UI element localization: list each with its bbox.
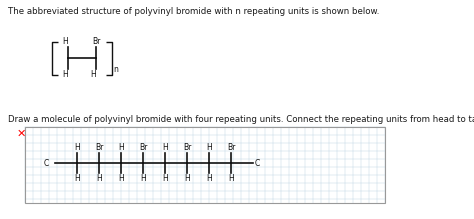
Text: H: H [62, 37, 68, 46]
Text: H: H [228, 174, 234, 183]
Text: H: H [162, 143, 168, 152]
Text: H: H [118, 174, 124, 183]
Text: H: H [118, 143, 124, 152]
Text: Draw a molecule of polyvinyl bromide with four repeating units. Connect the repe: Draw a molecule of polyvinyl bromide wit… [8, 115, 474, 124]
Text: H: H [74, 143, 80, 152]
Text: C: C [44, 159, 49, 168]
Text: H: H [162, 174, 168, 183]
Text: H: H [62, 70, 68, 79]
Text: H: H [74, 174, 80, 183]
Text: H: H [140, 174, 146, 183]
Text: H: H [96, 174, 102, 183]
Text: Br: Br [95, 143, 103, 152]
Text: The abbreviated structure of polyvinyl bromide with n repeating units is shown b: The abbreviated structure of polyvinyl b… [8, 7, 379, 16]
Text: Br: Br [227, 143, 235, 152]
Text: H: H [206, 143, 212, 152]
Text: H: H [206, 174, 212, 183]
Text: Br: Br [139, 143, 147, 152]
Text: H: H [184, 174, 190, 183]
Text: H: H [90, 70, 96, 79]
Text: ✕: ✕ [17, 129, 27, 139]
Bar [25, 127, 385, 203]
Text: Br: Br [183, 143, 191, 152]
Text: C: C [255, 159, 260, 168]
Text: Br: Br [92, 37, 100, 46]
Text: n: n [113, 65, 118, 74]
